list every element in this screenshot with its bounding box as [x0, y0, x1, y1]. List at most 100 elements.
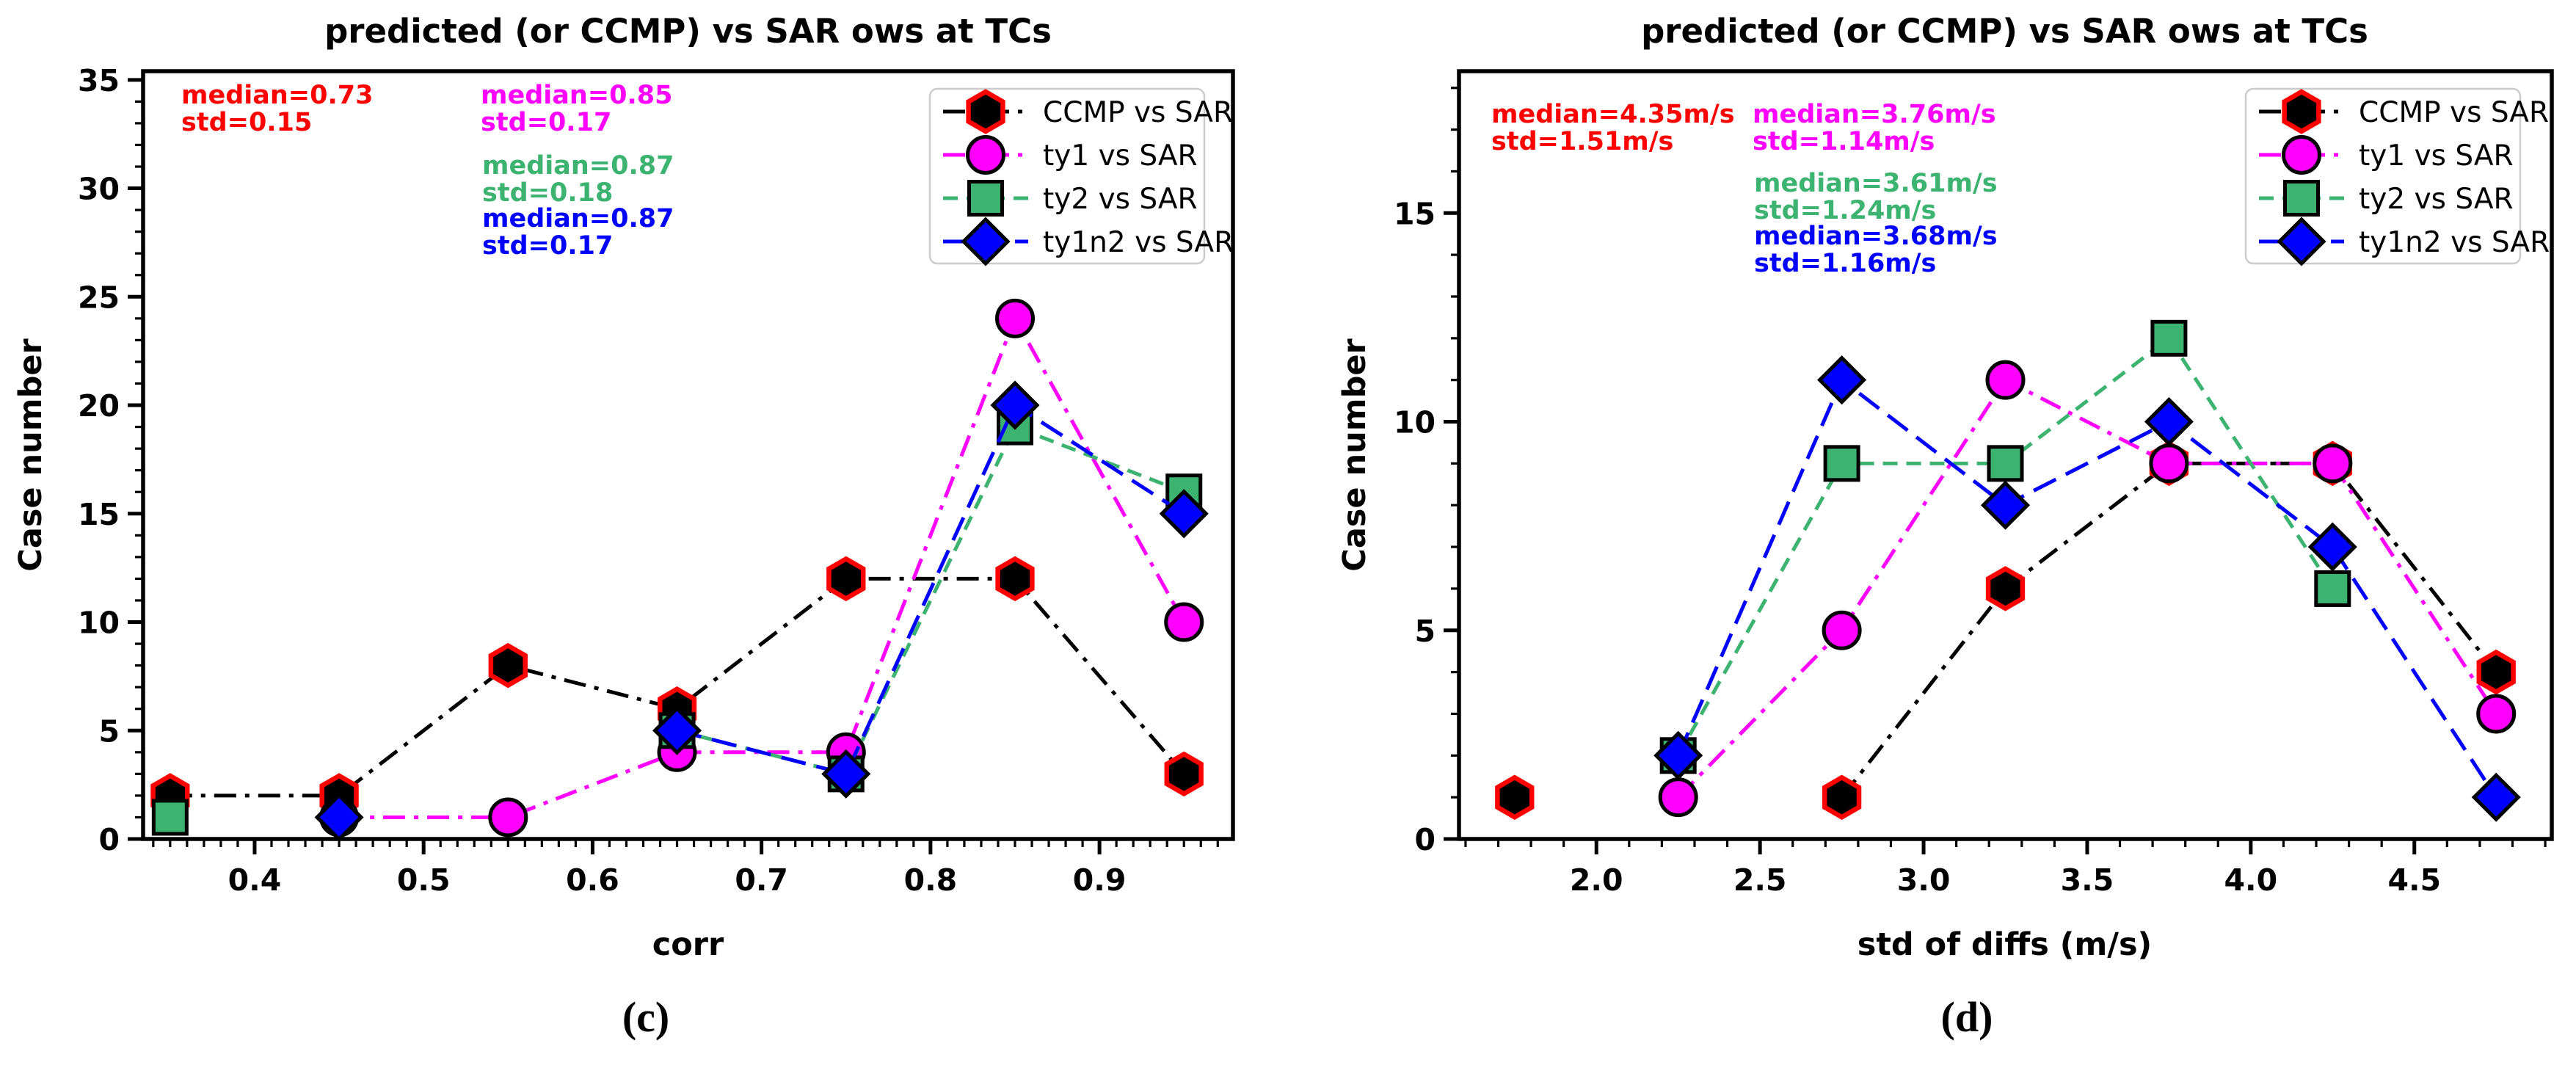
y-tick-label: 0: [1414, 822, 1436, 857]
y-tick-label: 15: [78, 497, 120, 532]
annotation-line: std=0.17: [482, 231, 613, 261]
major-ticks: [1444, 211, 2417, 854]
series-ty1-vs-sar: [1658, 360, 2517, 818]
diamond-marker: [821, 749, 871, 799]
tick-labels: 0.4 0.5 0.6 0.7 0.8 0.9 0 5 10 15 20 25 30 35: [78, 63, 1126, 898]
square-marker: [2283, 180, 2320, 217]
diamond-marker: [2307, 522, 2357, 572]
x-tick-label: 3.0: [1897, 862, 1951, 898]
series-ty1n2-vs-sar: [314, 380, 1209, 842]
legend-label: CCMP vs SAR: [2359, 96, 2549, 129]
series-line: [1676, 377, 2498, 799]
series-ccmp-vs-sar: [150, 556, 1204, 818]
hexagon-marker: [2282, 89, 2321, 134]
annotation-line: median=0.85: [481, 81, 672, 110]
y-tick-label: 20: [78, 388, 120, 424]
y-tick-label: 35: [78, 63, 120, 98]
annotation-line: std=1.16m/s: [1754, 249, 1936, 278]
legend-label: ty1n2 vs SAR: [2359, 226, 2550, 259]
annotation-line: std=0.15: [181, 108, 312, 137]
major-ticks: [128, 78, 1102, 854]
square-marker: [967, 180, 1004, 217]
y-tick-label: 5: [1414, 614, 1436, 649]
square-marker: [2150, 319, 2188, 357]
y-tick-label: 25: [78, 280, 120, 315]
annotation-line: std=0.17: [481, 108, 611, 137]
x-tick-label: 0.8: [904, 862, 958, 898]
chart-c-xlabel: corr: [652, 926, 724, 963]
hexagon-marker: [966, 89, 1005, 134]
annotation-line: median=0.87: [482, 151, 674, 181]
chart-panel: 2.0 2.5 3.0 3.5 4.0 4.5051015median=4.35m/sst…: [1394, 69, 2554, 898]
circle-marker: [2313, 443, 2353, 484]
diamond-marker: [314, 792, 364, 842]
x-tick-label: 0.5: [397, 862, 451, 898]
hexagon-marker: [488, 642, 528, 689]
diamond-marker: [1159, 489, 1209, 539]
legend-label: ty1n2 vs SAR: [1043, 226, 1234, 259]
y-tick-label: 10: [78, 606, 120, 641]
square-marker: [1987, 445, 2024, 482]
legend-box: [2244, 87, 2522, 265]
diamond-marker: [2471, 772, 2521, 822]
stat-annotations: median=0.73std=0.15median=0.85std=0.17me…: [181, 81, 674, 261]
diamond-marker: [2144, 396, 2194, 447]
hexagon-marker: [1164, 751, 1204, 797]
x-tick-label: 3.5: [2061, 862, 2114, 898]
legend-label: CCMP vs SAR: [1043, 96, 1233, 129]
square-marker: [2314, 570, 2351, 607]
legend-box: [928, 87, 1206, 265]
circle-marker: [995, 298, 1035, 338]
series-line: [676, 424, 1185, 777]
hexagon-marker: [995, 556, 1035, 602]
series-ty1-vs-sar: [319, 298, 1204, 838]
diamond-marker: [2277, 217, 2326, 266]
annotation-line: std=1.24m/s: [1754, 196, 1936, 225]
circle-marker: [2149, 443, 2189, 484]
panel-caption-d: (d): [1940, 993, 1993, 1041]
hexagon-marker: [1822, 774, 1862, 820]
diamond-marker: [990, 380, 1040, 430]
chart-c-ylabel: Case number: [12, 338, 49, 572]
annotation-line: std=1.51m/s: [1491, 127, 1673, 156]
diamond-marker: [1817, 355, 1867, 405]
minor-ticks: [1451, 87, 2547, 847]
legend-label: ty2 vs SAR: [1043, 183, 1198, 216]
square-marker: [1823, 445, 1860, 482]
chart-panel: 0.4 0.5 0.6 0.7 0.8 0.9 0 5 10 15 20 25 30 35 median=0…: [78, 63, 1235, 898]
series-ty1n2-vs-sar: [1653, 355, 2521, 822]
y-tick-label: 5: [98, 713, 120, 749]
tick-labels: 2.0 2.5 3.0 3.5 4.0 4.5 0 5 10 15: [1394, 196, 2441, 898]
hexagon-marker: [1495, 774, 1535, 820]
series-line: [676, 402, 1185, 777]
circle-marker: [1164, 602, 1204, 642]
diamond-marker: [652, 705, 702, 755]
minor-ticks: [135, 100, 1219, 847]
chart-d-xlabel: std of diffs (m/s): [1857, 926, 2153, 963]
annotation-line: median=4.35m/s: [1491, 100, 1735, 129]
plot-border: [1457, 69, 2554, 841]
annotation-line: median=3.76m/s: [1753, 100, 1996, 129]
annotation-line: median=3.61m/s: [1754, 169, 1998, 198]
hexagon-marker: [2476, 649, 2516, 695]
circle-marker: [1985, 360, 2026, 400]
circle-marker: [1822, 610, 1862, 650]
series-line: [1676, 335, 2335, 757]
circle-marker: [966, 135, 1005, 175]
annotation-line: median=0.87: [482, 204, 674, 233]
circle-marker: [2282, 135, 2321, 175]
stat-annotations: median=4.35m/sstd=1.51m/smedian=3.76m/ss…: [1491, 100, 1998, 278]
x-tick-label: 0.4: [228, 862, 282, 898]
series-line: [339, 313, 1186, 819]
annotation-line: std=0.18: [482, 178, 613, 208]
series-line: [1676, 377, 2498, 799]
plot-border: [141, 69, 1235, 841]
series-line: [1840, 461, 2498, 799]
square-marker: [151, 799, 189, 836]
chart-d-ylabel: Case number: [1336, 338, 1373, 572]
x-tick-label: 0.7: [735, 862, 788, 898]
hexagon-marker: [1985, 566, 2026, 611]
diamond-marker: [1653, 730, 1703, 780]
annotation-line: std=1.14m/s: [1753, 127, 1935, 156]
